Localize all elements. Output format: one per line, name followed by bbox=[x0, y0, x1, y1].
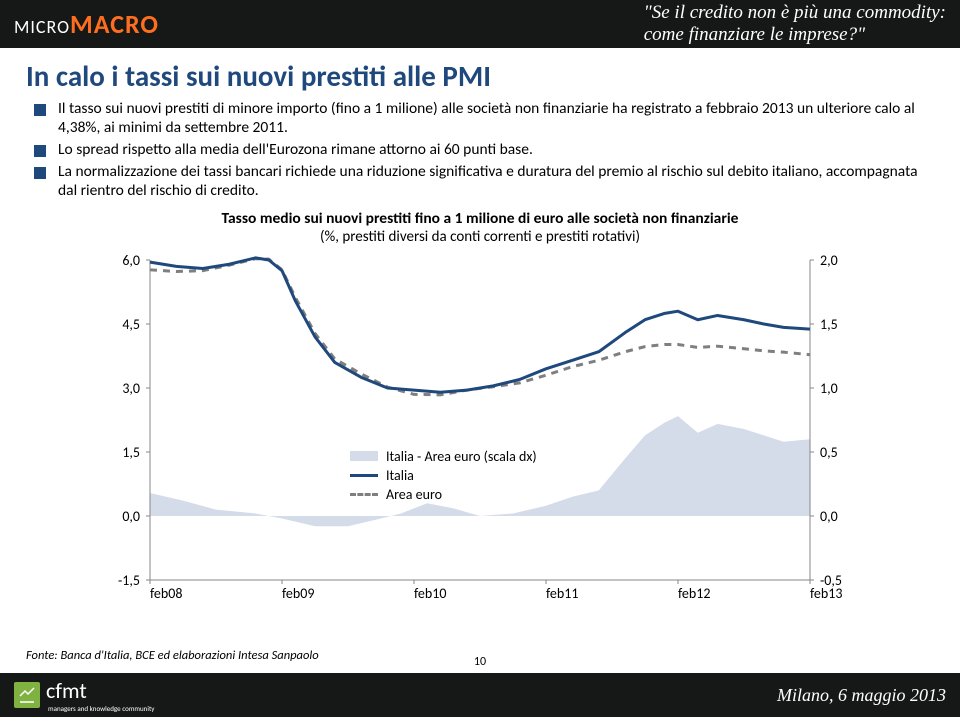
svg-text:feb11: feb11 bbox=[546, 585, 578, 602]
bullet-list: Il tasso sui nuovi prestiti di minore im… bbox=[26, 100, 934, 201]
svg-text:0,5: 0,5 bbox=[820, 444, 838, 461]
svg-text:0,0: 0,0 bbox=[122, 508, 140, 525]
bullet-item: Il tasso sui nuovi prestiti di minore im… bbox=[34, 100, 934, 138]
svg-text:feb13: feb13 bbox=[810, 585, 842, 602]
content-area: In calo i tassi sui nuovi prestiti alle … bbox=[0, 48, 960, 610]
bullet-item: Lo spread rispetto alla media dell'Euroz… bbox=[34, 141, 934, 160]
legend-item: Italia bbox=[350, 467, 537, 484]
legend-item: Area euro bbox=[350, 486, 537, 503]
source-note: Fonte: Banca d'Italia, BCE ed elaborazio… bbox=[26, 648, 319, 663]
svg-text:-1,5: -1,5 bbox=[118, 572, 140, 589]
svg-text:2,0: 2,0 bbox=[820, 252, 838, 269]
footer-logo-text: cfmt bbox=[46, 677, 154, 704]
svg-text:1,5: 1,5 bbox=[122, 444, 140, 461]
svg-text:3,0: 3,0 bbox=[122, 380, 140, 397]
svg-text:1,5: 1,5 bbox=[820, 316, 838, 333]
svg-text:feb09: feb09 bbox=[282, 585, 314, 602]
footer-logo-mark bbox=[14, 682, 40, 708]
footer-right: Milano, 6 maggio 2013 bbox=[777, 685, 946, 706]
footer-bar: cfmt managers and knowledge community Mi… bbox=[0, 673, 960, 717]
svg-text:1,0: 1,0 bbox=[820, 380, 838, 397]
footer-logo: cfmt managers and knowledge community bbox=[14, 677, 154, 713]
chart-subtitle: (%, prestiti diversi da conti correnti e… bbox=[26, 228, 934, 246]
legend-label: Italia bbox=[386, 467, 414, 484]
chart: 6,04,53,01,50,0-1,52,01,51,00,50,0-0,5fe… bbox=[90, 250, 870, 610]
logo: MICRO MACRO bbox=[14, 8, 159, 40]
chart-svg: 6,04,53,01,50,0-1,52,01,51,00,50,0-0,5fe… bbox=[90, 250, 870, 610]
page-number: 10 bbox=[474, 655, 486, 669]
svg-text:0,0: 0,0 bbox=[820, 508, 838, 525]
svg-text:4,5: 4,5 bbox=[122, 316, 140, 333]
quote-line-2: come finanziare le imprese?" bbox=[644, 24, 946, 46]
footer-logo-sub: managers and knowledge community bbox=[48, 704, 154, 713]
legend-label: Area euro bbox=[386, 486, 442, 503]
legend-swatch bbox=[350, 451, 378, 461]
logo-macro: MACRO bbox=[70, 8, 159, 40]
header-bar: MICRO MACRO "Se il credito non è più una… bbox=[0, 0, 960, 48]
bullet-item: La normalizzazione dei tassi bancari ric… bbox=[34, 163, 934, 201]
svg-text:6,0: 6,0 bbox=[122, 252, 140, 269]
legend-swatch bbox=[350, 493, 378, 496]
chart-title: Tasso medio sui nuovi prestiti fino a 1 … bbox=[26, 209, 934, 228]
svg-text:feb08: feb08 bbox=[150, 585, 182, 602]
logo-micro: MICRO bbox=[14, 16, 70, 38]
legend-item: Italia - Area euro (scala dx) bbox=[350, 448, 537, 465]
quote-line-1: "Se il credito non è più una commodity: bbox=[644, 2, 946, 24]
svg-text:feb12: feb12 bbox=[678, 585, 710, 602]
svg-text:feb10: feb10 bbox=[414, 585, 446, 602]
page-title: In calo i tassi sui nuovi prestiti alle … bbox=[26, 58, 934, 94]
legend-label: Italia - Area euro (scala dx) bbox=[386, 448, 537, 465]
header-quote: "Se il credito non è più una commodity: … bbox=[644, 2, 946, 46]
chart-legend: Italia - Area euro (scala dx) Italia Area … bbox=[350, 448, 537, 505]
legend-swatch bbox=[350, 474, 378, 477]
